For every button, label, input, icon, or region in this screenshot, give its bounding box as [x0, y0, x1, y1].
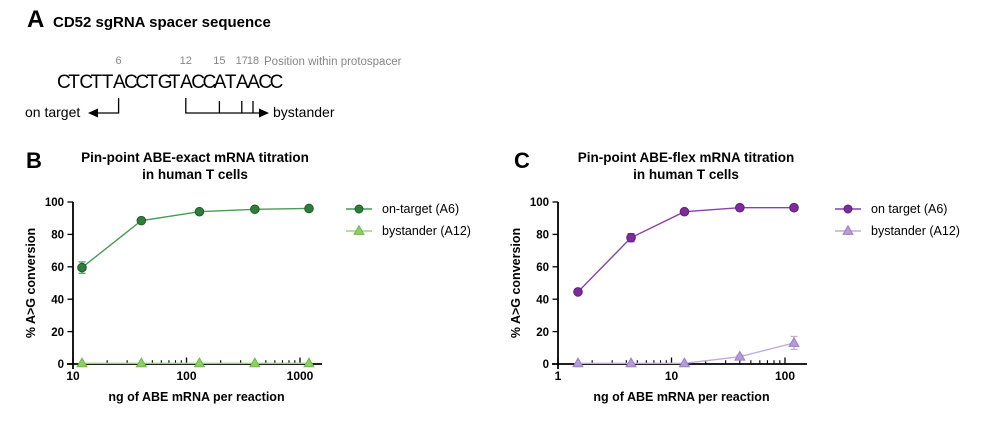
- sequence-char: C: [269, 72, 284, 93]
- svg-text:10: 10: [665, 369, 679, 383]
- svg-text:100: 100: [775, 369, 795, 383]
- sequence-char: A: [213, 72, 227, 93]
- legend-item-bystander: bystander (A12): [344, 224, 471, 238]
- legend-item-on-target: on target (A6): [833, 202, 960, 216]
- svg-text:80: 80: [51, 230, 64, 242]
- svg-text:% A>G conversion: % A>G conversion: [24, 228, 38, 338]
- protospacer-position-labels: 6 12 15 17 18: [0, 55, 430, 68]
- sequence-char: C: [202, 72, 217, 93]
- svg-text:60: 60: [51, 262, 64, 274]
- position-label: 6: [115, 55, 122, 67]
- svg-text:10: 10: [66, 369, 80, 383]
- svg-text:1000: 1000: [287, 369, 314, 383]
- svg-text:100: 100: [45, 197, 64, 209]
- bystander-label: bystander: [273, 104, 335, 120]
- sequence-char: C: [135, 72, 150, 93]
- sequence-char: T: [224, 72, 237, 93]
- on-target-circle-marker-icon: [835, 204, 861, 214]
- legend-label-bystander: bystander (A12): [871, 224, 960, 238]
- position-label: 15: [213, 55, 226, 67]
- position-label: 12: [179, 55, 192, 67]
- on-target-circle-marker-icon: [346, 204, 372, 214]
- panel-c-letter: C: [514, 148, 530, 173]
- legend-label-on-target: on target (A6): [871, 202, 948, 216]
- bystander-triangle-marker-icon: [346, 224, 372, 235]
- annotation-arrows: [88, 98, 269, 118]
- legend-item-on-target: on-target (A6): [344, 202, 471, 216]
- svg-text:100: 100: [176, 369, 196, 383]
- legend-label-on-target: on-target (A6): [382, 202, 460, 216]
- legend-label-bystander: bystander (A12): [382, 224, 471, 238]
- sequence-char: C: [191, 72, 205, 93]
- panel-c-legend: on target (A6) bystander (A12): [833, 202, 960, 238]
- panel-b-title-line2: in human T cells: [142, 167, 248, 182]
- position-label: 17: [235, 55, 248, 67]
- svg-text:ng of ABE mRNA per reaction: ng of ABE mRNA per reaction: [593, 390, 769, 404]
- sequence-char: C: [57, 72, 71, 93]
- svg-text:80: 80: [536, 230, 549, 242]
- sequence-char: T: [101, 72, 114, 93]
- sgRNA-sequence: CTCTTACCTGTACCATAACC: [57, 72, 284, 93]
- legend-item-bystander: bystander (A12): [833, 224, 960, 238]
- svg-text:0: 0: [543, 359, 549, 371]
- panel-a: A CD52 sgRNA spacer sequence 6 12 15 17 18 P…: [0, 0, 430, 145]
- bystander-triangle-marker-icon: [835, 224, 861, 235]
- sequence-char: C: [124, 72, 138, 93]
- svg-text:20: 20: [536, 327, 549, 339]
- sequence-char: C: [258, 72, 273, 93]
- sequence-char: T: [68, 72, 80, 93]
- svg-text:ng of ABE mRNA per reaction: ng of ABE mRNA per reaction: [108, 390, 284, 404]
- sequence-char: T: [90, 72, 103, 93]
- panel-c-title-line2: in human T cells: [633, 167, 739, 182]
- svg-text:40: 40: [51, 294, 64, 306]
- panel-c-chart: 0 20 40 60 80 100 1 10 100 ng of ABE mRNA per rea…: [509, 197, 807, 404]
- sequence-char: A: [236, 72, 249, 93]
- panel-c-title-line1: Pin-point ABE-flex mRNA titration: [577, 150, 795, 165]
- sequence-char: T: [168, 72, 181, 93]
- svg-text:20: 20: [51, 327, 64, 339]
- panel-a-title: CD52 sgRNA spacer sequence: [53, 14, 271, 31]
- svg-text:60: 60: [536, 262, 549, 274]
- sequence-char: A: [112, 72, 126, 93]
- sequence-char: G: [157, 72, 173, 93]
- sequence-char: C: [79, 72, 94, 93]
- sequence-char: A: [247, 72, 260, 93]
- svg-text:100: 100: [530, 197, 549, 209]
- panel-b-legend: on-target (A6) bystander (A12): [344, 202, 471, 238]
- svg-text:1: 1: [555, 369, 562, 383]
- position-label: 18: [246, 55, 260, 67]
- sequence-char: T: [146, 72, 159, 93]
- svg-text:0: 0: [58, 359, 64, 371]
- panel-b-title: Pin-point ABE-exact mRNA titration in hu…: [50, 149, 340, 183]
- position-note: Position within protospacer: [264, 56, 402, 68]
- sequence-char: A: [180, 72, 193, 93]
- on-target-label: on target: [25, 104, 81, 120]
- panel-b-letter: B: [26, 148, 42, 173]
- panel-b-title-line1: Pin-point ABE-exact mRNA titration: [81, 150, 309, 165]
- panel-a-letter: A: [27, 6, 45, 33]
- svg-text:% A>G conversion: % A>G conversion: [509, 228, 523, 338]
- svg-text:40: 40: [536, 294, 549, 306]
- panel-c-title: Pin-point ABE-flex mRNA titration in hum…: [540, 149, 832, 183]
